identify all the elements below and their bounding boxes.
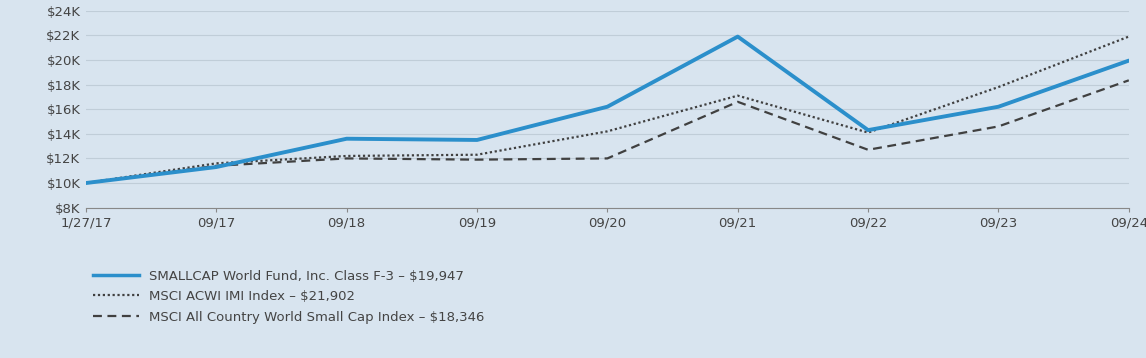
Legend: SMALLCAP World Fund, Inc. Class F-3 – $19,947, MSCI ACWI IMI Index – $21,902, MS: SMALLCAP World Fund, Inc. Class F-3 – $1… bbox=[93, 269, 485, 324]
